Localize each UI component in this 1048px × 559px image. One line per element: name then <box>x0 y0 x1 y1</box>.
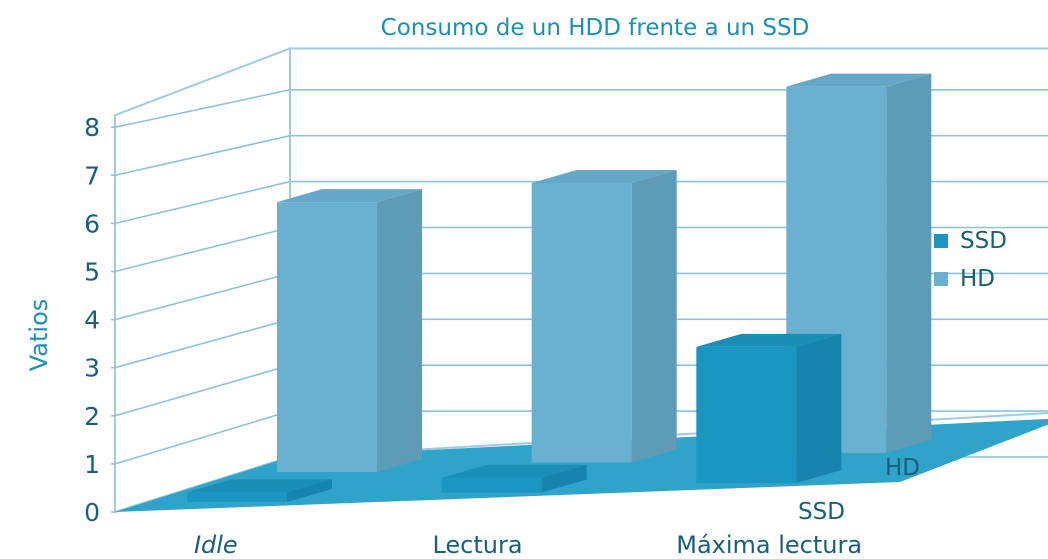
category-labels: Idle Lectura Máxima lectura <box>194 531 862 559</box>
depth-labels: HD SSD <box>798 455 920 525</box>
y-tick-label: 0 <box>84 498 100 527</box>
legend-label: HD <box>960 266 995 292</box>
bar-hd-0 <box>277 189 422 472</box>
bar-side <box>377 189 422 472</box>
y-tick-label: 4 <box>84 306 100 335</box>
depth-label: SSD <box>798 499 845 525</box>
bar-ssd-1 <box>441 464 587 493</box>
y-tick-label: 2 <box>84 402 100 431</box>
bar-top <box>441 464 587 478</box>
y-tick-label: 7 <box>84 161 100 190</box>
bar-front <box>277 202 377 472</box>
y-ticks: 0 1 2 3 4 5 6 7 8 <box>84 113 100 527</box>
bar-side <box>886 73 932 454</box>
bar-top <box>531 169 677 183</box>
bar-side <box>631 169 677 463</box>
bar-side <box>796 333 842 483</box>
y-tick-label: 5 <box>84 258 100 287</box>
y-tick-label: 3 <box>84 354 100 383</box>
bar-ssd-0 <box>187 479 332 502</box>
bar-side <box>287 479 332 502</box>
chart-title: Consumo de un HDD frente a un SSD <box>381 15 810 41</box>
bar-front <box>696 346 797 483</box>
legend-swatch <box>934 234 948 248</box>
y-axis-label: Vatios <box>25 299 53 372</box>
bar-front <box>441 477 542 493</box>
bars <box>187 73 932 502</box>
depth-label: HD <box>885 455 920 481</box>
bar-top <box>277 189 422 203</box>
category-label: Máxima lectura <box>676 531 862 559</box>
bar-front <box>187 492 287 502</box>
legend-swatch <box>934 272 948 286</box>
bar-hd-1 <box>531 169 677 463</box>
bar-ssd-2 <box>696 333 842 483</box>
legend: SSD HD <box>934 228 1007 292</box>
legend-label: SSD <box>960 228 1007 254</box>
bar-top <box>786 73 932 87</box>
y-tick-label: 1 <box>84 450 100 479</box>
bar-top <box>696 333 842 347</box>
bar-side <box>541 464 587 493</box>
category-label: Idle <box>194 531 238 559</box>
bar-top <box>187 479 332 493</box>
y-tick-label: 8 <box>84 113 100 142</box>
y-tick-label: 6 <box>84 209 100 238</box>
category-label: Lectura <box>432 531 522 559</box>
bar-front <box>531 182 632 463</box>
